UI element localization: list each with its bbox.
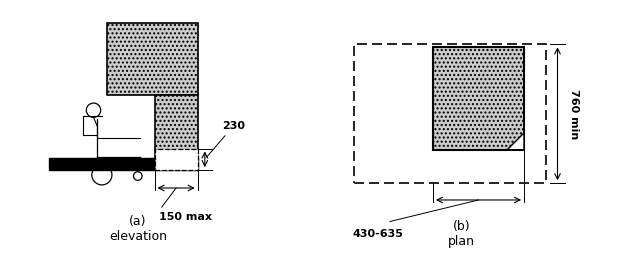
Polygon shape [507, 133, 524, 150]
Text: 760 min: 760 min [569, 89, 579, 139]
Bar [155, 95, 198, 159]
Text: 150 max: 150 max [159, 212, 212, 222]
Text: 430-635: 430-635 [353, 229, 404, 239]
Bar [354, 44, 545, 183]
Text: (a)
elevation: (a) elevation [109, 215, 167, 243]
Text: (b)
plan: (b) plan [448, 220, 475, 248]
Bar [155, 149, 198, 170]
Bar [107, 23, 198, 95]
Text: 230: 230 [207, 121, 245, 157]
Bar [433, 47, 524, 150]
Bar [49, 158, 198, 170]
